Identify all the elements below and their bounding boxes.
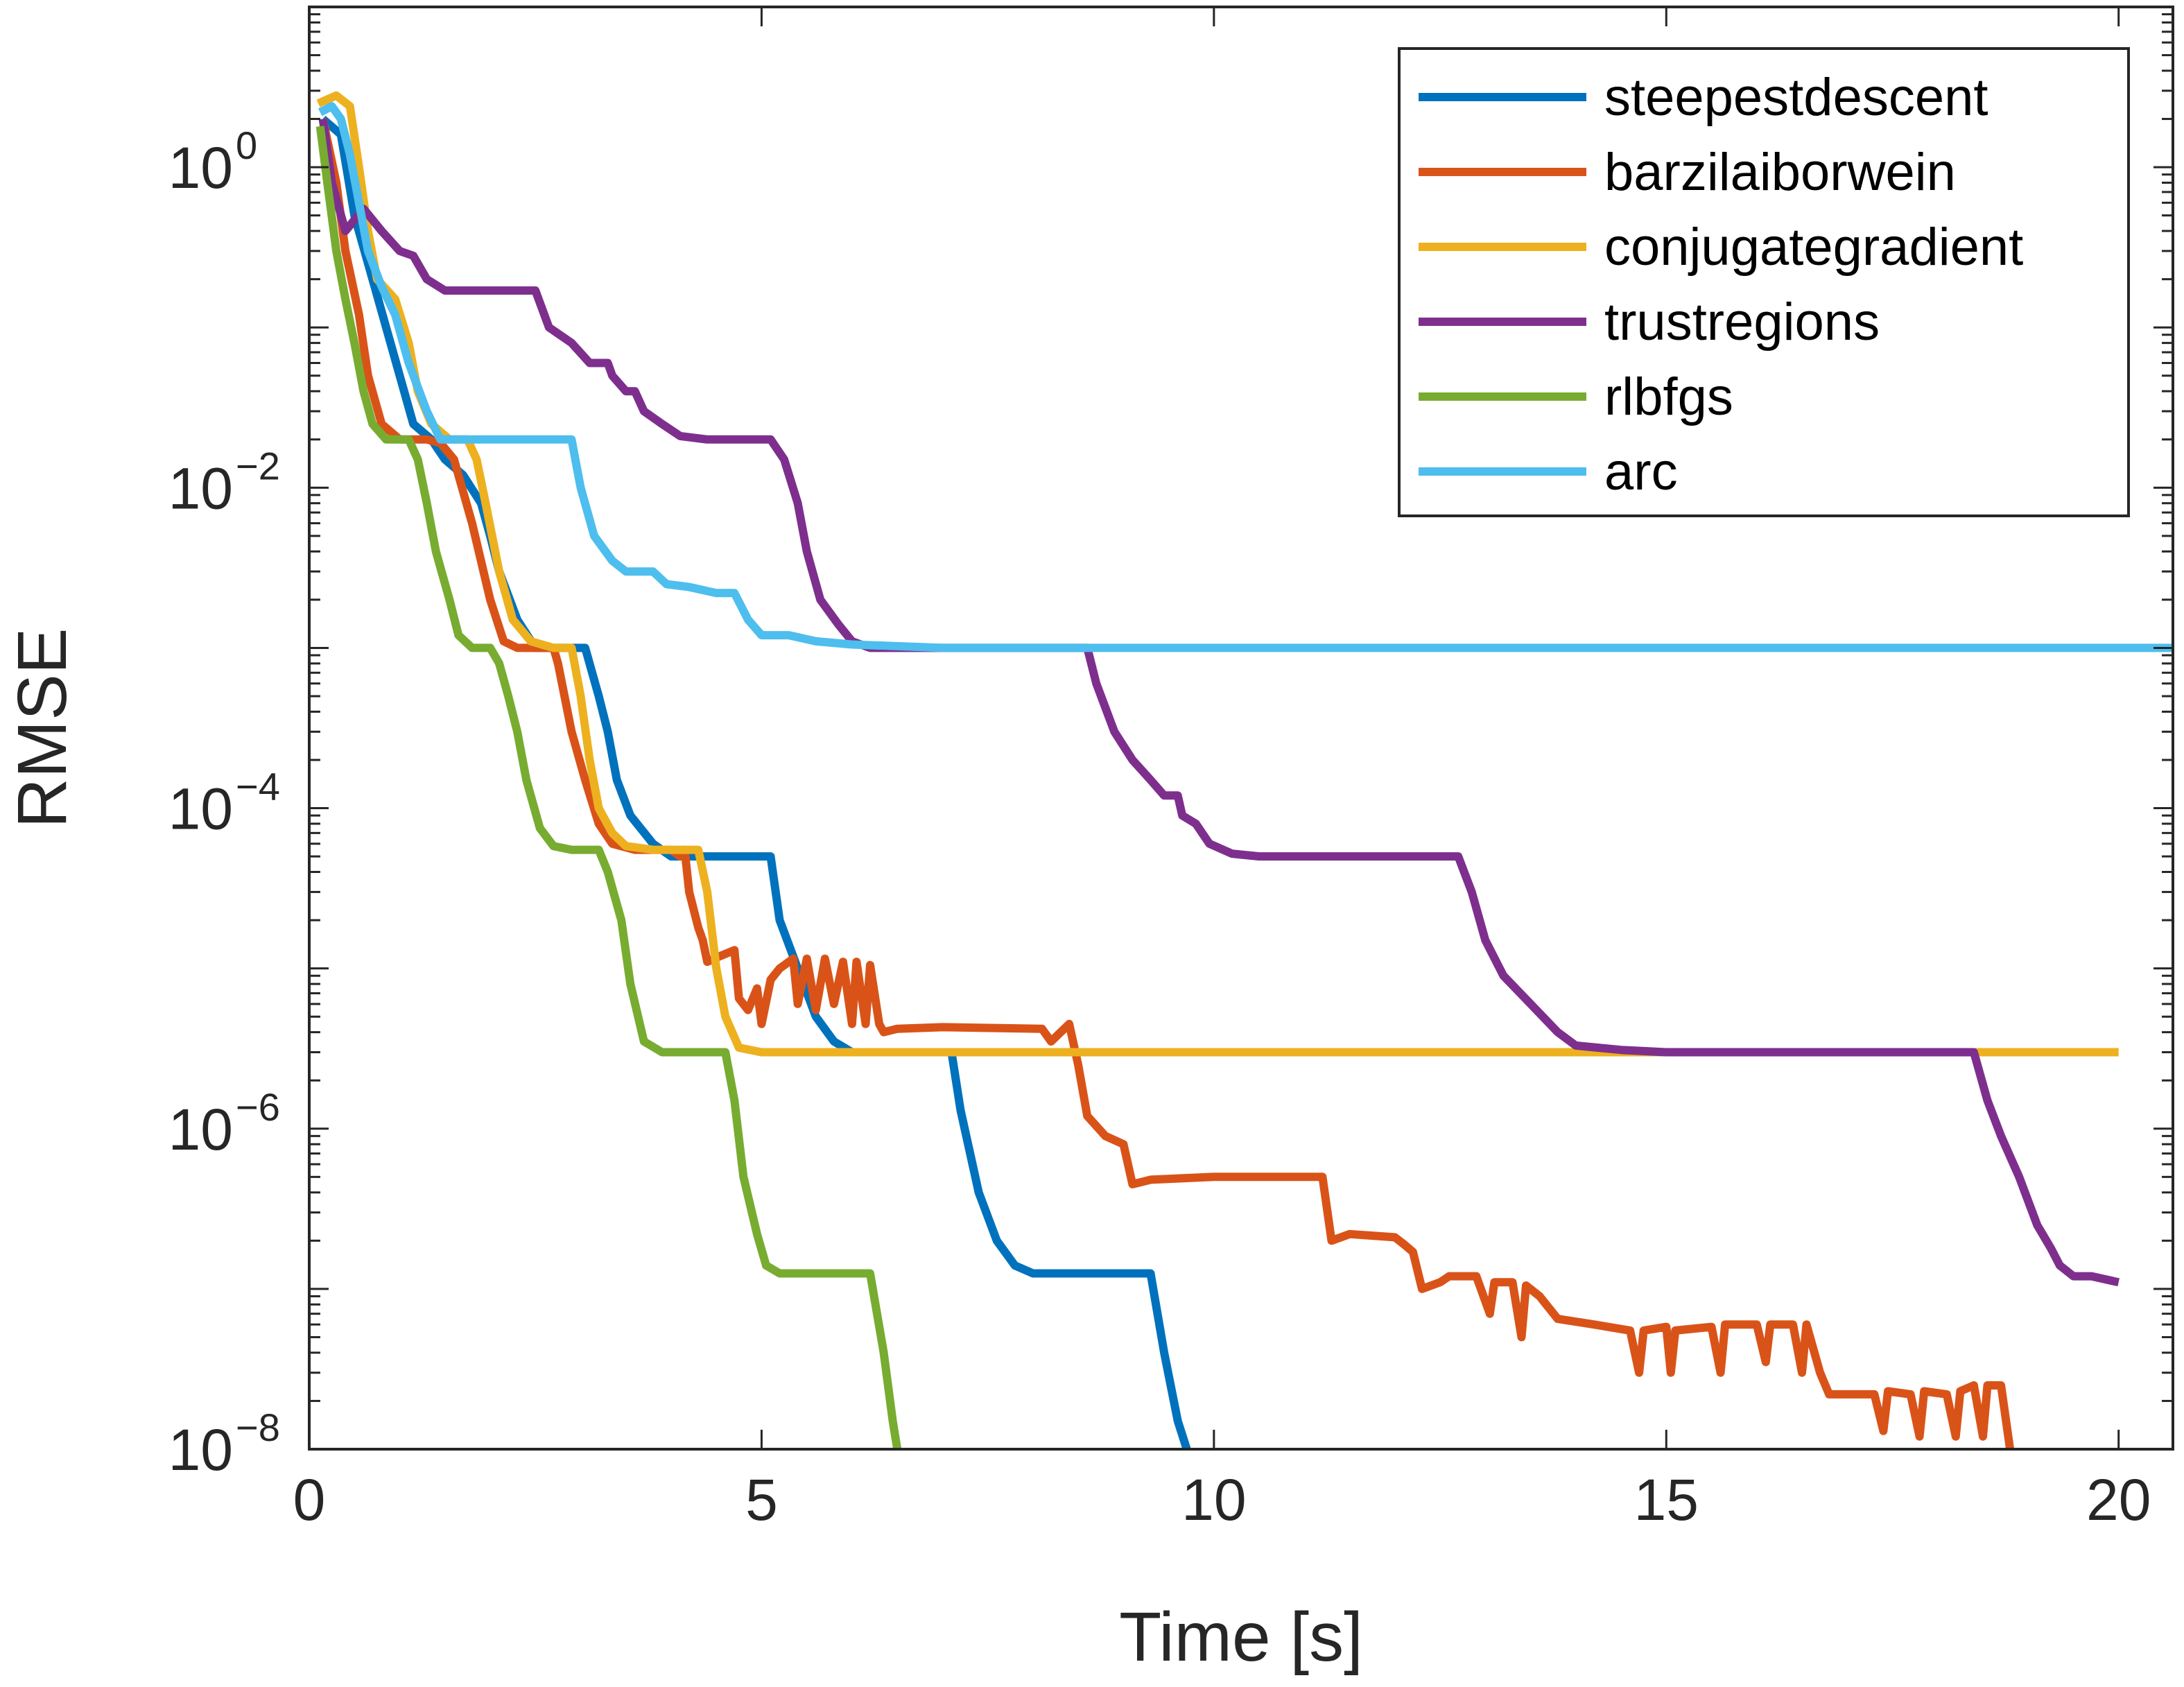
y-tick-label: 10 −2	[168, 444, 280, 521]
legend-label: barzilaiborwein	[1604, 143, 1956, 202]
legend-item-barzilaiborwein: barzilaiborwein	[1419, 143, 1956, 202]
y-tick-label: 10 0	[168, 123, 258, 200]
x-tick-label: 20	[2086, 1467, 2151, 1532]
legend-item-trustregions: trustregions	[1419, 293, 1880, 352]
series-line-barzilaiborwein	[318, 118, 2015, 1450]
series-layer	[315, 91, 2173, 1451]
y-tick-label-base: 10	[168, 135, 233, 200]
y-tick-label-exponent: −2	[236, 444, 280, 487]
legend-label: steepestdescent	[1604, 68, 1988, 127]
series-line-trustregions	[318, 118, 2120, 1287]
x-tick-label: 5	[745, 1467, 778, 1532]
y-tick-label-base: 10	[168, 456, 233, 521]
y-tick-label-base: 10	[168, 777, 233, 842]
tick-marks	[308, 6, 2173, 1451]
legend-items: steepestdescent barzilaiborwein conjugateg…	[1419, 68, 2023, 501]
legend-box	[1398, 47, 2130, 517]
x-tick-label: 15	[1634, 1467, 1699, 1532]
plot-area-frame	[308, 6, 2174, 1451]
legend-label: arc	[1604, 442, 1678, 501]
y-tick-label: 10 −4	[168, 765, 280, 842]
y-tick-label: 10 −8	[168, 1405, 280, 1482]
y-tick-label-exponent: −8	[236, 1405, 280, 1449]
legend-item-steepestdescent: steepestdescent	[1419, 68, 1988, 127]
y-tick-label-exponent: −6	[236, 1085, 280, 1129]
legend-label: trustregions	[1604, 293, 1880, 352]
y-axis-title: RMSE	[3, 628, 81, 829]
legend: steepestdescent barzilaiborwein conjugateg…	[1398, 47, 2130, 517]
y-tick-label-base: 10	[168, 1417, 233, 1482]
legend-item-conjugategradient: conjugategradient	[1419, 218, 2023, 277]
y-tick-label-exponent: 0	[236, 123, 257, 167]
series-line-steepestdescent	[320, 115, 1191, 1451]
x-axis-title: Time [s]	[1119, 1598, 1363, 1676]
legend-item-arc: arc	[1419, 442, 1678, 501]
legend-label: rlbfgs	[1604, 367, 1733, 426]
y-tick-label-base: 10	[168, 1097, 233, 1162]
series-line-arc	[318, 102, 2173, 652]
y-tick-label: 10 −6	[168, 1085, 280, 1162]
y-tick-label-exponent: −4	[236, 765, 280, 808]
x-tick-labels: 0 5 10 15 20	[293, 1467, 2151, 1532]
x-tick-label: 0	[293, 1467, 326, 1532]
legend-item-rlbfgs: rlbfgs	[1419, 367, 1733, 426]
x-tick-label: 10	[1181, 1467, 1246, 1532]
legend-label: conjugategradient	[1604, 218, 2023, 277]
series-line-rlbfgs	[315, 126, 902, 1450]
